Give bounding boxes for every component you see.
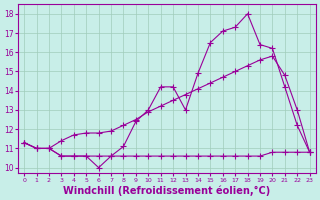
X-axis label: Windchill (Refroidissement éolien,°C): Windchill (Refroidissement éolien,°C) — [63, 185, 270, 196]
